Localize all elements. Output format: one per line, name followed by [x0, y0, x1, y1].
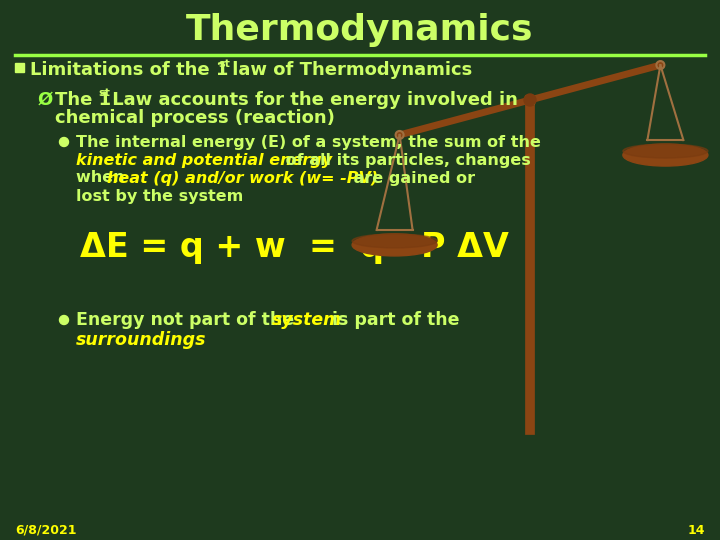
Text: are gained or: are gained or	[348, 171, 475, 186]
Text: kinetic and potential energy: kinetic and potential energy	[76, 152, 332, 167]
Text: 6/8/2021: 6/8/2021	[15, 523, 76, 537]
Ellipse shape	[623, 144, 708, 166]
Text: of all its particles, changes: of all its particles, changes	[280, 152, 531, 167]
Bar	[15, 63, 24, 72]
Circle shape	[60, 138, 68, 146]
Text: Law accounts for the energy involved in a: Law accounts for the energy involved in …	[106, 91, 536, 109]
Text: st: st	[98, 88, 110, 98]
Text: Limitations of the 1: Limitations of the 1	[30, 61, 228, 79]
Text: Energy not part of the: Energy not part of the	[76, 311, 300, 329]
Text: chemical process (reaction): chemical process (reaction)	[55, 109, 335, 127]
Text: st: st	[218, 59, 230, 69]
Ellipse shape	[352, 234, 437, 256]
Text: when: when	[76, 171, 130, 186]
Ellipse shape	[623, 144, 708, 158]
Text: surroundings: surroundings	[76, 331, 207, 349]
Text: heat (q) and/or work (w= -PV): heat (q) and/or work (w= -PV)	[107, 171, 378, 186]
Text: The internal energy (E) of a system, the sum of the: The internal energy (E) of a system, the…	[76, 134, 541, 150]
Text: Thermodynamics: Thermodynamics	[186, 13, 534, 47]
Text: law of Thermodynamics: law of Thermodynamics	[226, 61, 472, 79]
Circle shape	[524, 94, 536, 106]
Text: Ø: Ø	[38, 91, 53, 109]
Text: lost by the system: lost by the system	[76, 188, 243, 204]
Text: system: system	[272, 311, 342, 329]
Text: 14: 14	[688, 523, 705, 537]
Circle shape	[60, 315, 68, 325]
Text: ΔE = q + w  =  q - P ΔV: ΔE = q + w = q - P ΔV	[80, 232, 509, 265]
Text: The 1: The 1	[55, 91, 111, 109]
Ellipse shape	[352, 234, 437, 248]
Text: is part of the: is part of the	[326, 311, 459, 329]
